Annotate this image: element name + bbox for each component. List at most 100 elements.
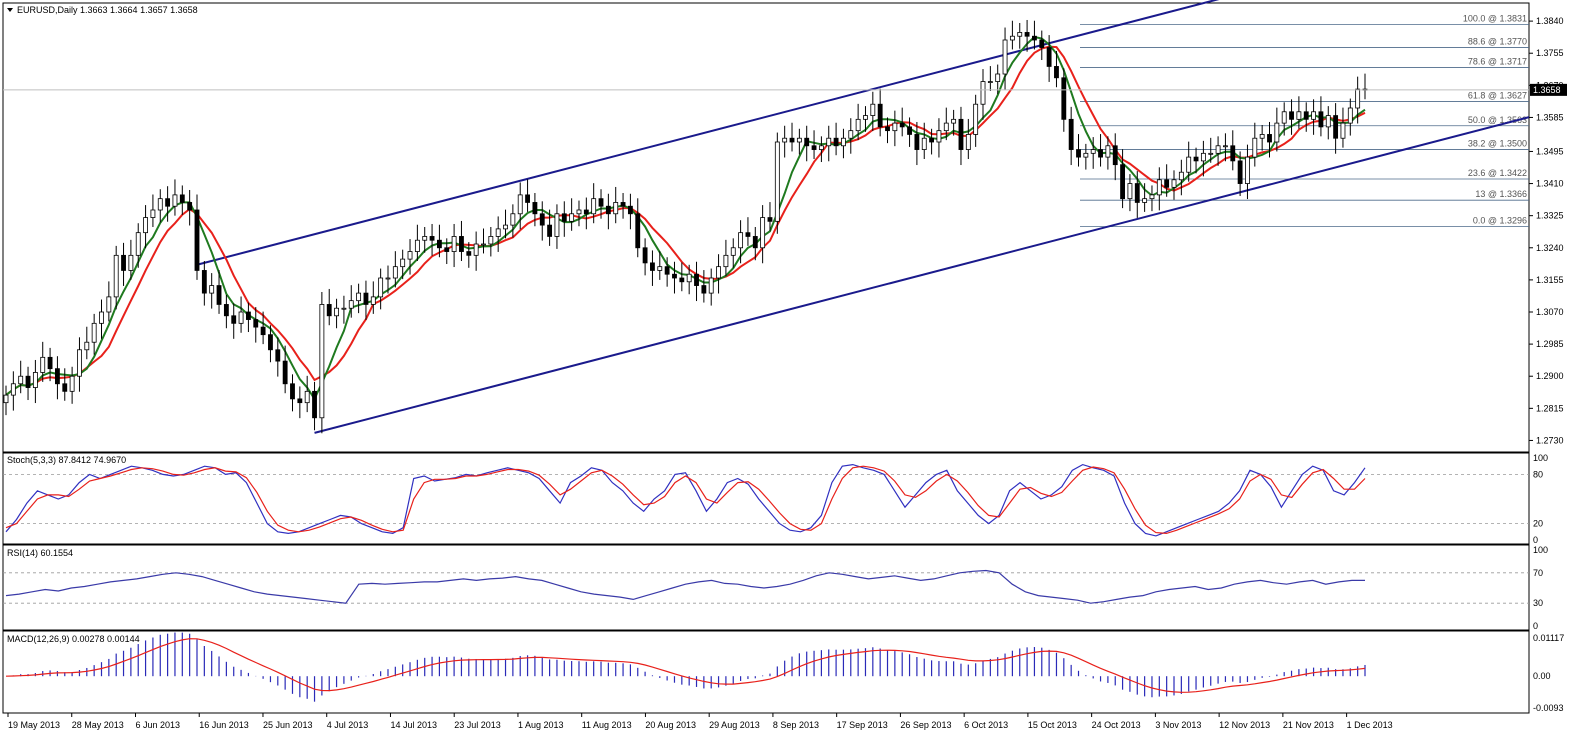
candle-body [10, 383, 16, 396]
channel-upper-line [196, 0, 1220, 266]
candle-body [510, 213, 516, 226]
candle-body [774, 141, 780, 222]
candle-body [1193, 156, 1199, 162]
candle-body [605, 205, 611, 215]
candle-body [532, 202, 538, 215]
price-tick-label: 1.3495 [1536, 146, 1564, 156]
candle-body [664, 266, 670, 275]
candle-body [121, 254, 126, 271]
ma-fast-line [5, 35, 1366, 401]
candle-body [77, 349, 82, 377]
candle-body [1311, 111, 1316, 120]
candle-body [1017, 32, 1023, 37]
candle-body [591, 198, 597, 215]
candle-body [958, 118, 964, 150]
candle-body [3, 394, 9, 404]
candle-body [738, 232, 744, 249]
candle-body [187, 202, 193, 211]
price-tick-label: 1.3070 [1536, 307, 1564, 317]
date-tick-label: 11 Aug 2013 [582, 720, 632, 730]
candle-body [172, 194, 178, 207]
candle-body [694, 273, 699, 286]
candle-body [348, 300, 354, 309]
candle-body [965, 134, 971, 150]
candle-body [436, 239, 442, 249]
candle-body [811, 145, 817, 150]
candle-body [1274, 122, 1280, 143]
stoch-signal-line [5, 465, 1366, 535]
candle-body [1215, 145, 1221, 154]
candle-body [833, 137, 839, 147]
price-tick-label: 1.2730 [1536, 435, 1564, 445]
candle-body [1156, 179, 1162, 196]
candle-body [782, 137, 788, 143]
main-panel-frame [2, 2, 1530, 453]
price-tick-label: 1.2815 [1536, 403, 1564, 413]
candle-body [1355, 88, 1361, 109]
candle-body [642, 247, 648, 264]
candle-body [143, 217, 148, 234]
macd-signal-line [5, 638, 1366, 693]
candle-body [885, 126, 890, 132]
date-tick-label: 1 Aug 2013 [518, 720, 564, 730]
ma-slow-line [5, 45, 1366, 396]
candle-body [466, 251, 472, 256]
macd-panel-frame [2, 630, 1530, 714]
candle-body [1068, 118, 1074, 150]
candle-body [1142, 198, 1148, 203]
price-badge [1530, 83, 1567, 96]
macd-tick-label: -0.0093 [1533, 703, 1564, 713]
candles [3, 19, 1368, 434]
candle-body [583, 209, 589, 215]
candle-body [407, 251, 413, 260]
candle-body [1039, 39, 1045, 48]
moving-averages [5, 35, 1366, 401]
candle-body [789, 137, 795, 143]
chart-menu-triangle-icon[interactable] [7, 8, 13, 12]
candle-body [392, 266, 398, 279]
price-tick-label: 1.3585 [1536, 112, 1564, 122]
candle-body [481, 243, 486, 246]
date-tick-label: 28 May 2013 [72, 720, 124, 730]
rsi-tick-label: 0 [1533, 621, 1538, 631]
candle-body [826, 137, 832, 147]
candle-body [907, 126, 912, 135]
candle-body [708, 277, 714, 294]
candle-body [47, 356, 53, 370]
macd-indicator [5, 632, 1366, 702]
candle-body [863, 115, 868, 120]
fib-level-label: 61.8 @ 1.3627 [1468, 91, 1527, 101]
candle-body [980, 81, 986, 105]
date-tick-label: 14 Jul 2013 [390, 720, 437, 730]
candle-body [1281, 111, 1287, 124]
fib-level-label: 0.0 @ 1.3296 [1473, 216, 1527, 226]
candle-body [1230, 145, 1236, 162]
candle-body [657, 266, 663, 271]
candle-body [855, 118, 861, 132]
candle-body [598, 198, 604, 207]
price-channel [196, 0, 1530, 434]
candle-body [1090, 149, 1096, 154]
candle-body [1208, 152, 1214, 155]
candle-body [1267, 134, 1272, 143]
candle-body [1245, 156, 1250, 184]
candle-body [745, 232, 751, 237]
candle-body [356, 292, 362, 302]
candle-body [216, 285, 222, 305]
date-tick-label: 29 Aug 2013 [709, 720, 760, 730]
candle-body [238, 311, 244, 324]
candle-body [62, 383, 68, 392]
fib-level-label: 88.6 @ 1.3770 [1468, 37, 1527, 47]
stoch-tick-label: 0 [1533, 535, 1538, 545]
macd-title: MACD(12,26,9) 0.00278 0.00144 [7, 634, 140, 644]
date-tick-label: 6 Jun 2013 [135, 720, 180, 730]
candle-body [1134, 183, 1140, 203]
candle-body [231, 315, 237, 324]
fib-level-label: 13 @ 1.3366 [1475, 189, 1527, 199]
candle-body [245, 311, 251, 320]
stoch-title: Stoch(5,3,3) 87.8412 74.9670 [7, 455, 126, 465]
price-tick-label: 1.3325 [1536, 211, 1564, 221]
date-axis: 19 May 2013 28 May 2013 6 Jun 2013 16 Jun 2… [7, 713, 1393, 730]
